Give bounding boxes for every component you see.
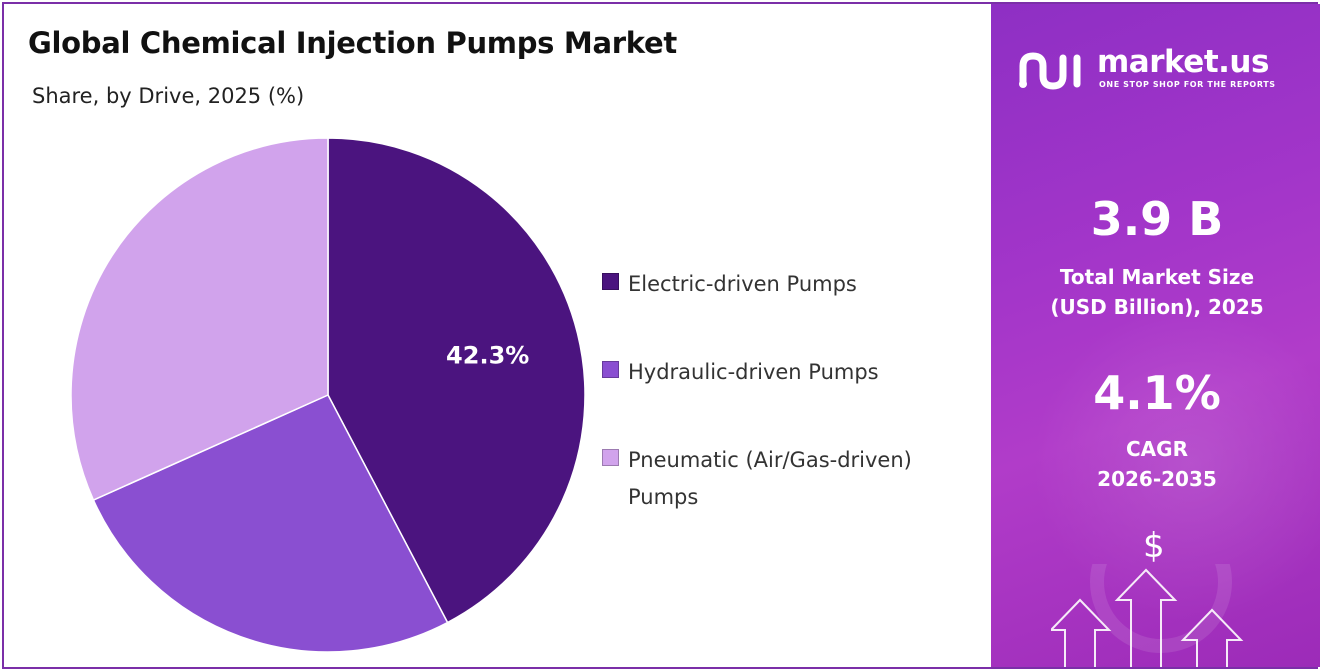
brand-tagline: ONE STOP SHOP FOR THE REPORTS (1099, 80, 1276, 89)
growth-arrows-icon (1051, 564, 1244, 667)
chart-title: Global Chemical Injection Pumps Market (28, 26, 677, 60)
cagr-label-line2: 2026-2035 (1097, 467, 1217, 491)
brand-name: market.us (1097, 44, 1269, 80)
brand-logo: market.us ONE STOP SHOP FOR THE REPORTS (1017, 44, 1297, 94)
stats-panel: market.us ONE STOP SHOP FOR THE REPORTS … (988, 4, 1320, 667)
background-glow (1031, 304, 1320, 624)
legend-label-hydraulic: Hydraulic-driven Pumps (628, 360, 879, 384)
legend-item-hydraulic: Hydraulic-driven Pumps (602, 354, 983, 391)
pie-slice-pneumatic (70, 137, 329, 502)
legend-swatch-electric (602, 273, 619, 290)
cagr-label: CAGR 2026-2035 (991, 434, 1320, 494)
pie-slice-electric (327, 137, 586, 624)
market-size-label-line2: (USD Billion), 2025 (1050, 295, 1264, 319)
legend-item-pneumatic: Pneumatic (Air/Gas-driven) Pumps (602, 442, 983, 516)
dollar-icon: $ (1143, 526, 1165, 566)
market-size-label-line1: Total Market Size (1059, 265, 1255, 289)
legend-label-pneumatic: Pneumatic (Air/Gas-driven) Pumps (628, 448, 912, 509)
chart-panel: Global Chemical Injection Pumps Market S… (4, 4, 988, 667)
legend-swatch-hydraulic (602, 361, 619, 378)
legend-swatch-pneumatic (602, 449, 619, 466)
market-us-logo-icon (1019, 52, 1081, 90)
cagr-value: 4.1% (1093, 366, 1221, 420)
legend-item-electric: Electric-driven Pumps (602, 266, 983, 303)
cagr-label-line1: CAGR (1126, 437, 1188, 461)
chart-subtitle: Share, by Drive, 2025 (%) (32, 84, 305, 108)
data-label-electric: 42.3% (446, 342, 529, 370)
pie-chart: 42.3% (70, 137, 586, 653)
legend-label-electric: Electric-driven Pumps (628, 272, 857, 296)
pie-slice-hydraulic (92, 394, 449, 653)
market-size-value: 3.9 B (1090, 192, 1224, 246)
market-size-label: Total Market Size (USD Billion), 2025 (991, 262, 1320, 322)
